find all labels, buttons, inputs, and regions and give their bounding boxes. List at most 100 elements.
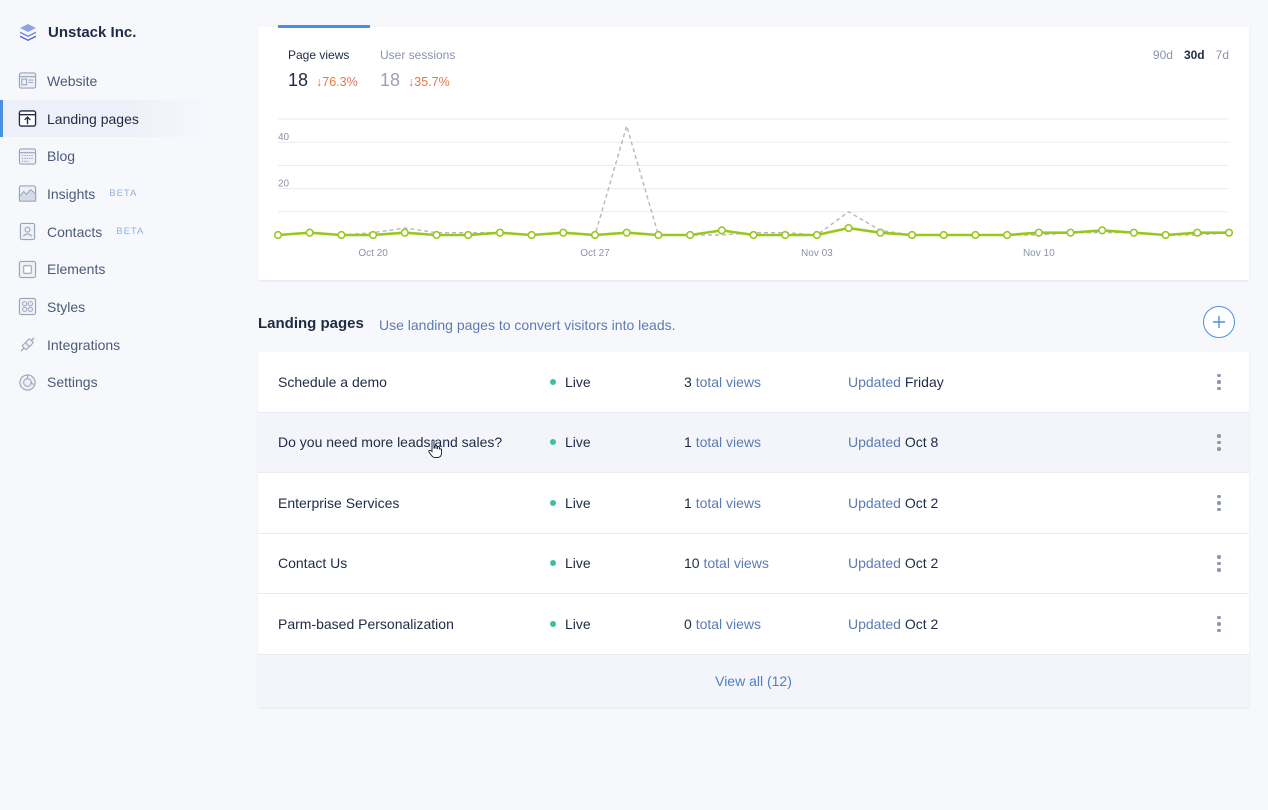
data-point [1129, 228, 1139, 237]
landing-pages-icon [18, 110, 37, 127]
table-row[interactable]: Enterprise Services Live 1 total views U… [258, 473, 1249, 534]
sidebar-item-label: Settings [47, 374, 98, 391]
website-icon [18, 72, 37, 90]
active-metric-indicator [278, 25, 370, 28]
y-tick-label: 40 [278, 132, 290, 143]
x-tick-label: Nov 10 [1023, 248, 1055, 259]
range-30d[interactable]: 30d [1183, 48, 1205, 62]
page-name[interactable]: Contact Us [278, 555, 348, 572]
range-90d[interactable]: 90d [1152, 48, 1173, 62]
status-badge: Live [550, 434, 591, 450]
sidebar-item-landing-pages[interactable]: Landing pages [0, 99, 210, 138]
updated-date: Updated Oct 2 [848, 555, 939, 572]
stack-logo-icon [20, 24, 36, 41]
status-badge: Live [550, 374, 591, 390]
more-options-icon[interactable] [1211, 432, 1227, 452]
insights-icon [18, 185, 37, 203]
more-options-icon[interactable] [1211, 493, 1227, 513]
sidebar-item-settings[interactable]: Settings [0, 364, 210, 402]
more-options-icon[interactable] [1211, 553, 1227, 573]
live-dot-icon [550, 499, 556, 506]
section-subtitle: Use landing pages to convert visitors in… [379, 317, 676, 333]
metric-user-sessions[interactable]: User sessions 18 ↓35.7% [380, 48, 455, 91]
x-tick-label: Oct 27 [580, 248, 610, 259]
view-all-link[interactable]: View all (12) [258, 654, 1249, 707]
data-point [907, 230, 917, 240]
page-name[interactable]: Do you need more leads and sales? [278, 434, 503, 451]
brand[interactable]: Unstack Inc. [18, 22, 136, 42]
landing-pages-header: Landing pages Use landing pages to conve… [258, 306, 1249, 340]
metric-page-views[interactable]: Page views 18 ↓76.3% [288, 48, 358, 91]
range-7d[interactable]: 7d [1215, 48, 1229, 62]
sidebar-item-contacts[interactable]: Contacts BETA [0, 213, 210, 251]
data-point [464, 230, 473, 240]
live-dot-icon [550, 439, 556, 446]
sidebar-item-label: Blog [47, 148, 76, 165]
live-dot-icon [550, 620, 556, 627]
sidebar-item-integrations[interactable]: Integrations [0, 326, 210, 364]
data-point [622, 228, 631, 237]
data-point [1224, 228, 1234, 237]
section-title: Landing pages [258, 315, 364, 332]
status-badge: Live [550, 555, 591, 571]
data-point [1066, 228, 1075, 237]
table-row[interactable]: Schedule a demo Live 3 total views Updat… [258, 352, 1249, 413]
updated-date: Updated Oct 2 [848, 615, 939, 632]
data-point [305, 228, 314, 237]
sidebar: Unstack Inc. Website Landing pages Blog … [0, 0, 210, 810]
metric-value: 18 [288, 70, 309, 90]
sidebar-item-label: Elements [47, 261, 106, 278]
beta-badge: BETA [116, 226, 145, 238]
line-chart: 20 40 Oct 20 Oct 27 Nov 03 Nov 10 [273, 118, 1234, 259]
status-badge: Live [550, 495, 591, 511]
metric-change: ↓76.3% [316, 75, 358, 89]
live-dot-icon [550, 560, 556, 567]
page-name[interactable]: Parm-based Personalization [278, 615, 454, 632]
data-point [527, 230, 536, 240]
sidebar-item-insights[interactable]: Insights BETA [0, 175, 210, 213]
sidebar-item-label: Integrations [47, 336, 121, 353]
data-point [876, 228, 885, 237]
add-landing-page-button[interactable] [1203, 306, 1235, 338]
hand-cursor-icon [428, 439, 442, 458]
data-point [590, 230, 600, 240]
data-point [1161, 230, 1170, 240]
table-row[interactable]: Contact Us Live 10 total views Updated O… [258, 533, 1249, 594]
sidebar-item-label: Styles [47, 298, 86, 315]
plus-icon [1213, 316, 1225, 328]
data-point [654, 230, 663, 240]
updated-date: Updated Oct 8 [848, 434, 939, 451]
data-point [971, 230, 980, 240]
data-point [844, 223, 853, 233]
page-name[interactable]: Schedule a demo [278, 373, 387, 390]
metric-label: User sessions [380, 48, 456, 62]
sidebar-item-label: Contacts [47, 223, 103, 240]
styles-icon [18, 298, 37, 316]
page-name[interactable]: Enterprise Services [278, 494, 400, 511]
brand-name: Unstack Inc. [48, 23, 137, 41]
sidebar-item-blog[interactable]: Blog [0, 137, 210, 175]
sidebar-nav: Website Landing pages Blog Insights BETA… [0, 62, 210, 401]
table-row[interactable]: Parm-based Personalization Live 0 total … [258, 594, 1249, 655]
data-point [1098, 226, 1107, 235]
data-point [781, 230, 790, 240]
data-point [337, 230, 346, 240]
data-point [368, 230, 378, 240]
sidebar-item-label: Insights [47, 185, 96, 202]
more-options-icon[interactable] [1211, 614, 1227, 634]
more-options-icon[interactable] [1211, 372, 1227, 392]
status-badge: Live [550, 616, 591, 632]
metric-change: ↓35.7% [408, 75, 450, 89]
table-row[interactable]: Do you need more leads and sales? Live 1… [258, 412, 1249, 473]
updated-date: Updated Oct 2 [848, 494, 939, 511]
data-point [273, 230, 283, 240]
views-count: 1 total views [684, 494, 762, 511]
sidebar-item-label: Website [47, 72, 98, 89]
live-dot-icon [550, 378, 556, 385]
data-point [559, 228, 568, 237]
sidebar-item-styles[interactable]: Styles [0, 288, 210, 326]
sidebar-item-website[interactable]: Website [0, 62, 210, 100]
sidebar-item-elements[interactable]: Elements [0, 250, 210, 288]
data-point [495, 228, 504, 237]
elements-icon [18, 260, 37, 278]
